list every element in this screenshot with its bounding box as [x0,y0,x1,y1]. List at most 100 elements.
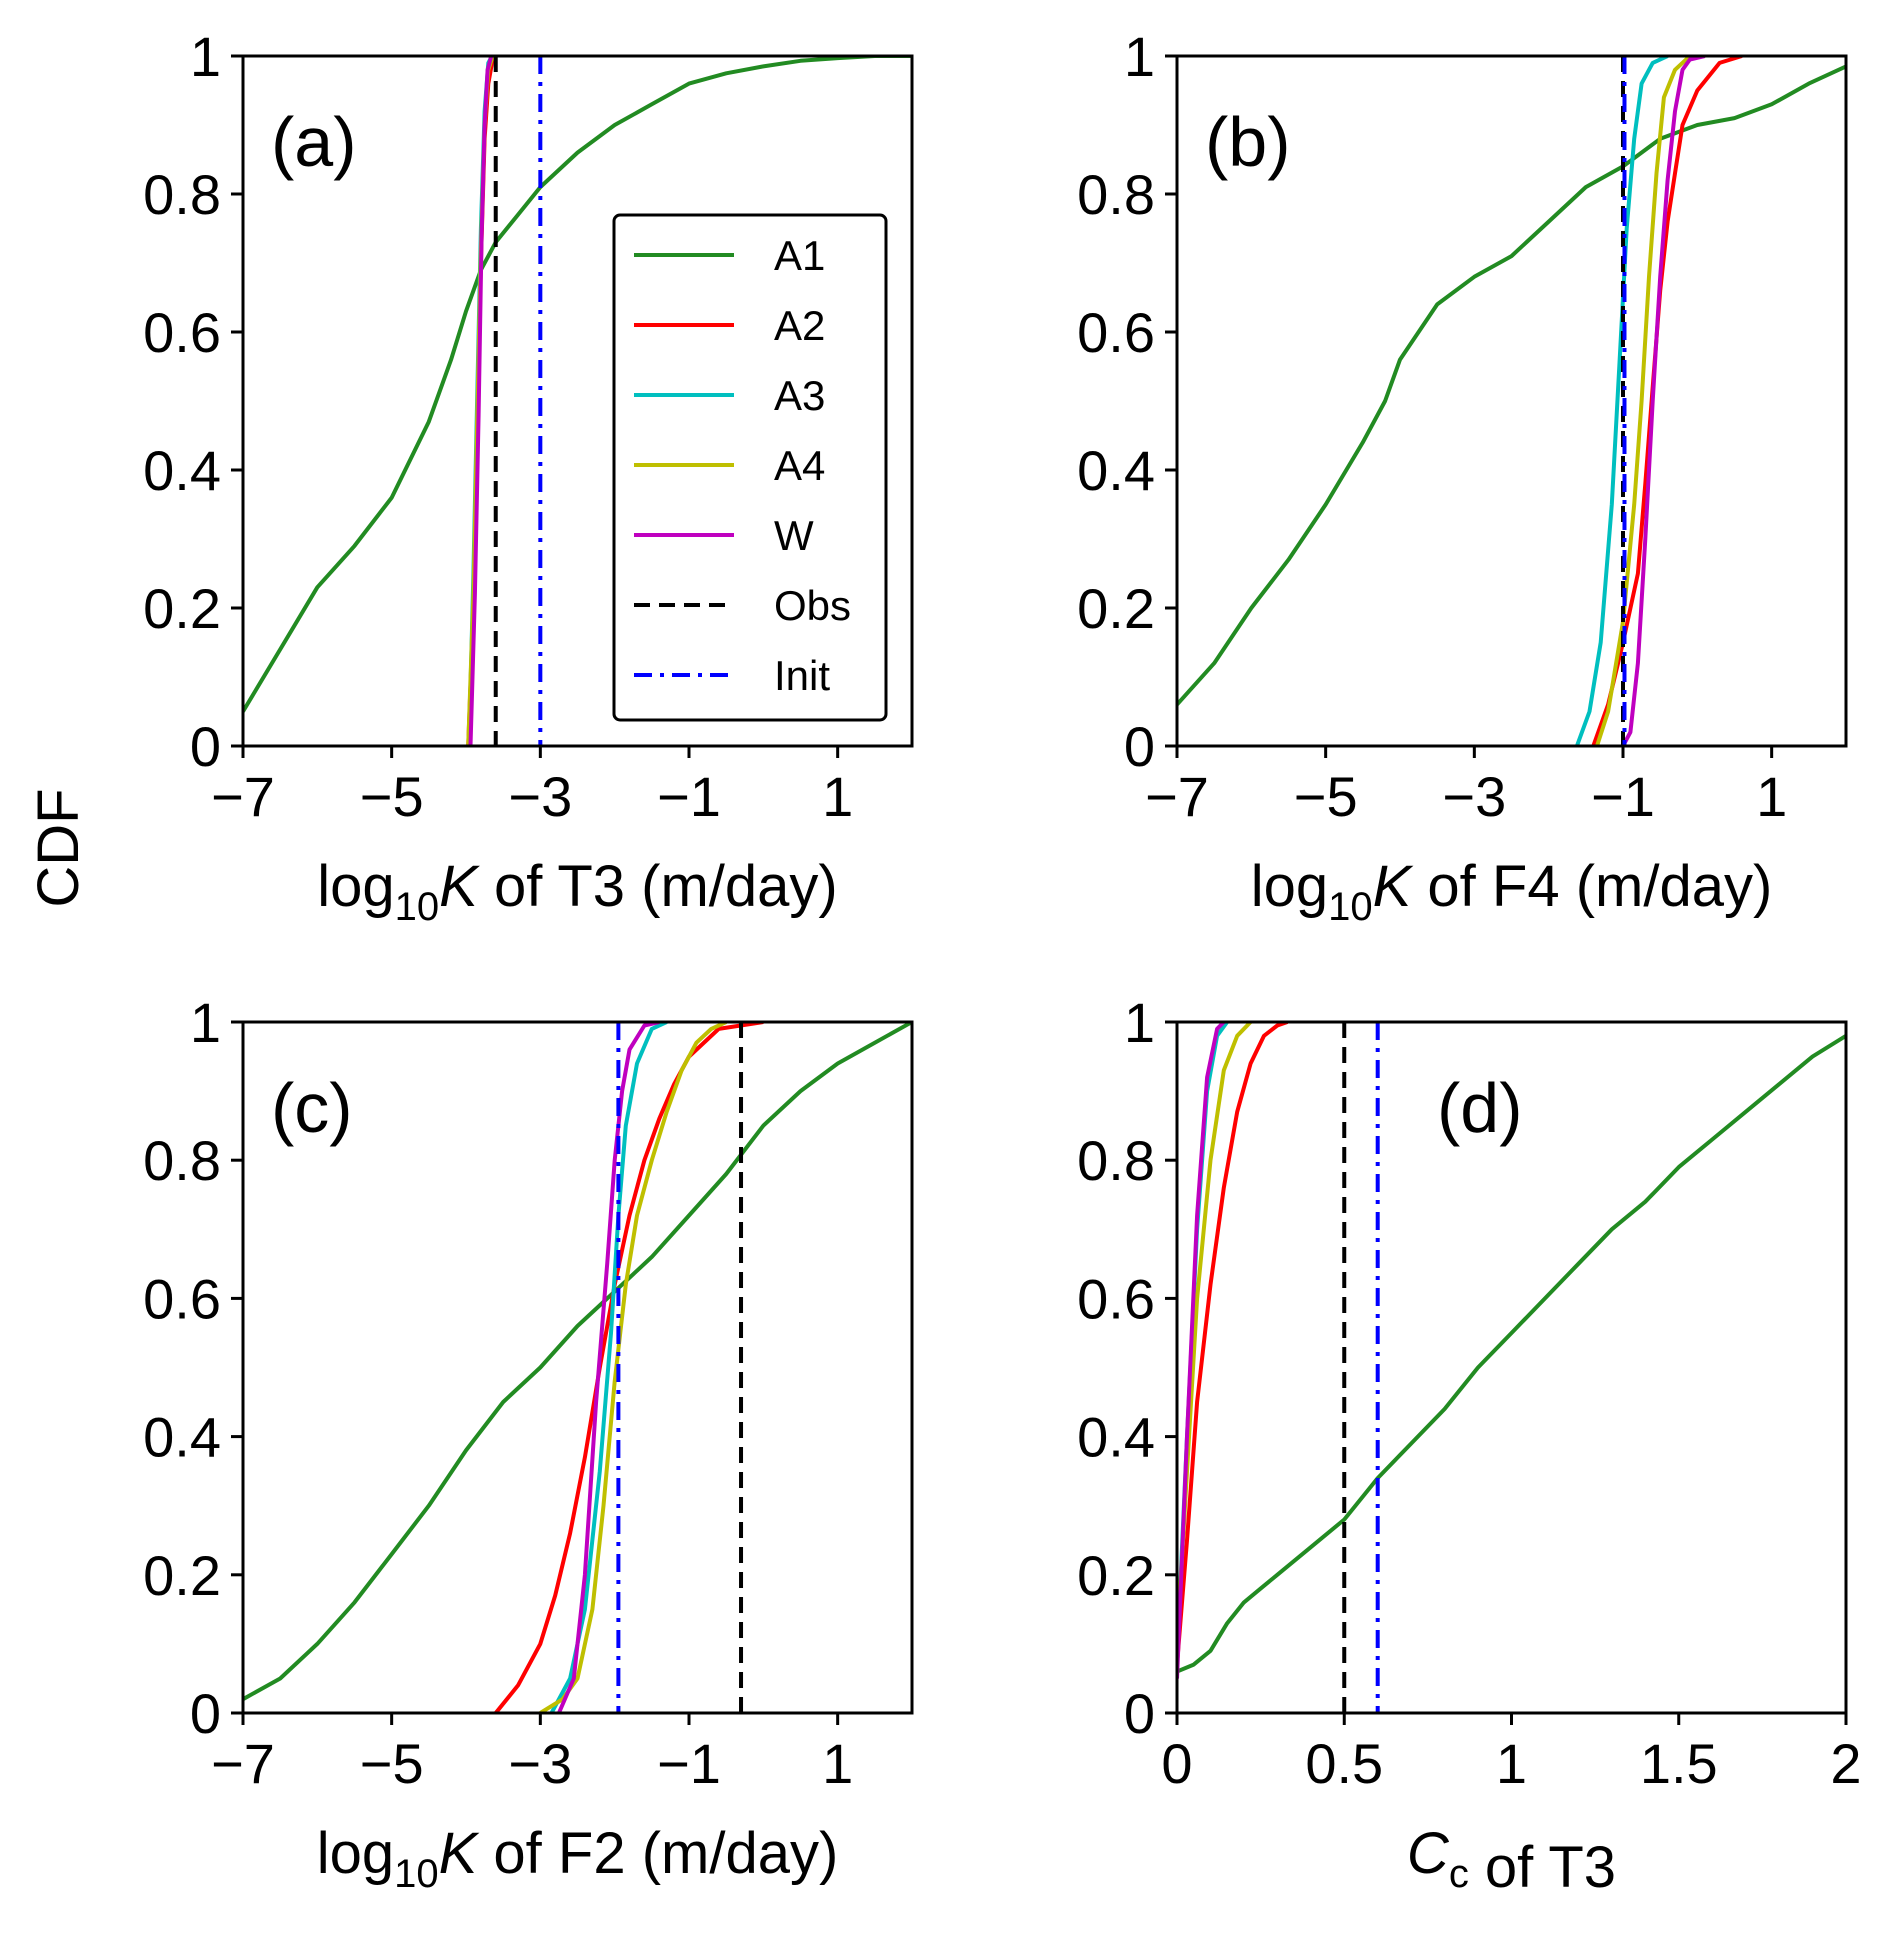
plot-frame [241,54,914,748]
plot-data [1177,56,1846,746]
x-tick-label: −1 [657,765,721,828]
series-line-a1 [1177,64,1846,706]
panel-label: (d) [1437,1069,1523,1147]
plot-frame [1175,54,1848,748]
chart-panel-2: −7 −5 −3 −1 100.20.40.60.81(b)log10K of F4 (… [1077,25,1848,929]
series-line-w [1621,56,1706,746]
x-tick-label: −3 [508,765,572,828]
panel-label: (a) [271,103,357,181]
series-line-a4 [539,1022,728,1713]
y-tick-label: 1 [190,991,221,1054]
x-tick-label: 0 [1161,1732,1192,1795]
legend-label-init: Init [774,652,830,699]
series-line-a2 [1177,1022,1289,1665]
x-tick-label: 2 [1830,1732,1861,1795]
x-tick-label: 1 [822,765,853,828]
x-axis-label-prefix: log [317,1821,394,1886]
x-tick-label: −5 [360,1732,424,1795]
x-tick-label: −3 [1442,765,1506,828]
y-tick-label: 0.2 [143,1544,221,1607]
x-axis-label-var: C [1407,1821,1450,1886]
y-tick-label: 0 [190,715,221,778]
legend-label-obs: Obs [774,582,851,629]
x-axis-label-sub: 10 [394,1852,439,1896]
x-axis-label-prefix: log [317,854,394,919]
y-tick-label: 0.8 [143,1129,221,1192]
y-tick-label: 0.4 [1077,1406,1155,1469]
y-tick-label: 0.2 [1077,577,1155,640]
legend-frame [612,213,888,722]
y-tick-label: 1 [1124,25,1155,88]
legend-label-w: W [774,512,814,559]
series-line-w [468,56,494,746]
y-tick-label: 0.8 [1077,163,1155,226]
x-axis-label-suffix: of T3 (m/day) [478,854,838,919]
y-tick-label: 0.6 [1077,301,1155,364]
series-line-a1 [243,56,912,713]
series-line-a1 [1177,1034,1846,1674]
x-axis-label: log10K of F4 (m/day) [1251,854,1773,929]
series-line-a1 [243,1022,912,1701]
x-tick-label: −7 [1145,765,1209,828]
x-tick-label: −5 [360,765,424,828]
legend: A1 A2 A3 A4 W Obs Init [612,213,888,722]
x-tick-label: −1 [657,1732,721,1795]
x-axis-label: log10K of F2 (m/day) [317,1821,839,1896]
y-tick-label: 0 [190,1682,221,1745]
y-tick-label: 0 [1124,1682,1155,1745]
x-tick-label: 1.5 [1640,1732,1718,1795]
chart-panel-1: −7 −5 −3 −1 100.20.40.60.81(a)log10K of T3 (… [143,25,914,929]
x-tick-label: −1 [1591,765,1655,828]
plot-data [1177,1022,1846,1713]
y-tick-label: 0.4 [1077,439,1155,502]
y-tick-label: 0.2 [143,577,221,640]
x-axis-label-sub: 10 [1328,885,1373,929]
chart-panel-4: 0 0.5 1 1.5 2 0 0.2 0.4 0.6 0.8 1 (d) Cc of T3 [1077,991,1861,1900]
x-tick-label: −7 [211,1732,275,1795]
y-tick-label: 0 [1124,715,1155,778]
y-tick-label: 0.4 [143,439,221,502]
y-tick-label: 1 [1124,991,1155,1054]
x-axis-label-var: K [439,1821,480,1886]
x-tick-label: −7 [211,765,275,828]
y-tick-label: 0.6 [143,1267,221,1330]
x-axis-label-sub: c [1449,1852,1469,1896]
panel-label: (c) [271,1069,353,1147]
plot-frame [241,1020,914,1715]
series-line-a4 [1595,56,1692,746]
legend-label-a1: A1 [774,232,825,279]
x-axis-label: log10K of T3 (m/day) [317,854,838,929]
series-line-a3 [549,1022,668,1713]
x-axis-label-suffix: of T3 [1469,1835,1616,1900]
series-line-w [557,1022,660,1713]
legend-label-a4: A4 [774,442,825,489]
x-tick-label: 1 [1756,765,1787,828]
y-tick-label: 0.2 [1077,1544,1155,1607]
y-tick-label: 1 [190,25,221,88]
series-line-w [1177,1022,1226,1679]
y-tick-label: 0.6 [1077,1267,1155,1330]
x-axis-label: Cc of T3 [1407,1821,1616,1900]
y-axis-label: CDF [26,788,91,907]
x-tick-label: 1 [822,1732,853,1795]
x-tick-label: −5 [1294,765,1358,828]
y-tick-label: 0.6 [143,301,221,364]
chart-panel-3: −7 −5 −3 −1 100.20.40.60.81(c)log10K of F2 (… [143,991,914,1896]
y-tick-label: 0.4 [143,1406,221,1469]
x-axis-label-suffix: of F4 (m/day) [1411,854,1772,919]
x-axis-label-suffix: of F2 (m/day) [477,1821,838,1886]
legend-label-a2: A2 [774,302,825,349]
x-axis-label-sub: 10 [395,885,440,929]
y-tick-label: 0.8 [1077,1129,1155,1192]
x-tick-label: 1 [1496,1732,1527,1795]
y-tick-label: 0.8 [143,163,221,226]
x-tick-label: 0.5 [1305,1732,1383,1795]
plot-data [243,1022,912,1713]
panel-label: (b) [1205,103,1291,181]
x-axis-label-var: K [1373,854,1414,919]
x-axis-label-var: K [439,854,480,919]
x-tick-label: −3 [508,1732,572,1795]
series-line-a2 [494,1022,764,1713]
x-axis-label-prefix: log [1251,854,1328,919]
